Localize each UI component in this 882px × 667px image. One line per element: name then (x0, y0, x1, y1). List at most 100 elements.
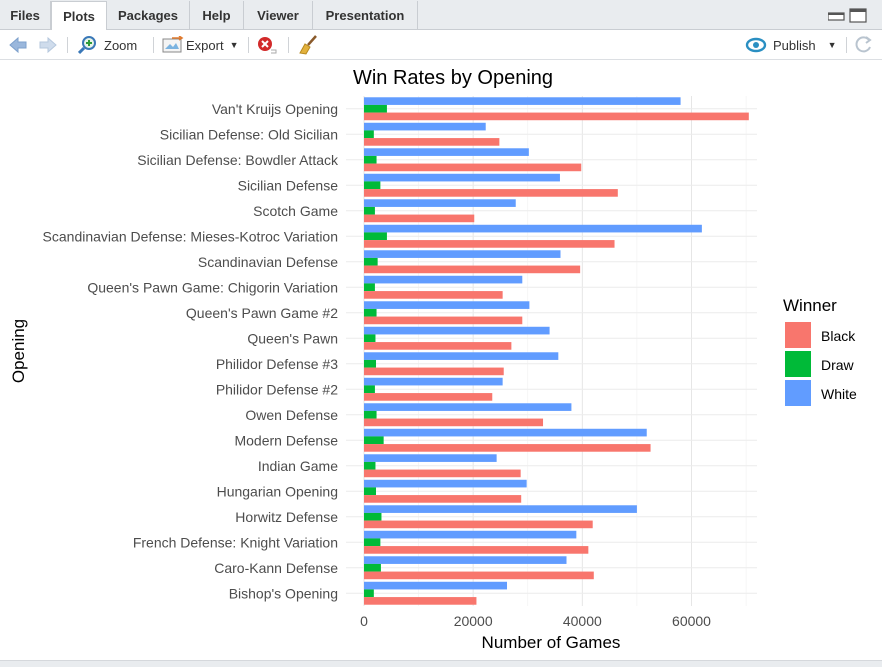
bar-black (364, 291, 503, 299)
legend-key-white (785, 380, 811, 406)
toolbar-separator (288, 37, 289, 53)
bar-white (364, 301, 530, 309)
zoom-button[interactable]: Zoom (78, 30, 137, 60)
y-tick-label: Sicilian Defense (238, 177, 339, 193)
legend-label: White (821, 386, 857, 402)
y-tick-label: Queen's Pawn Game: Chigorin Variation (87, 279, 338, 295)
bar-white (364, 352, 559, 360)
bar-draw (364, 538, 381, 547)
bar-white (364, 403, 572, 411)
toolbar-separator (846, 37, 847, 53)
bar-draw (364, 512, 382, 521)
bar-black (364, 469, 521, 478)
bar-chart: Van't Kruijs Opening Sicilian Defense: Ol… (0, 60, 882, 660)
legend-label: Draw (821, 357, 855, 373)
bar-draw (364, 283, 375, 292)
bar-black (364, 138, 500, 146)
legend-title: Winner (783, 296, 837, 315)
y-tick-label: Caro-Kann Defense (214, 560, 338, 576)
bar-draw (364, 308, 377, 317)
export-button[interactable]: Export ▼ (162, 30, 239, 60)
export-label: Export (186, 37, 224, 53)
bar-draw (364, 589, 374, 598)
maximize-pane-icon[interactable] (849, 8, 867, 23)
tab-files[interactable]: Files (0, 1, 51, 30)
bar-black (364, 214, 475, 223)
bar-white (364, 224, 702, 233)
legend-key-black (785, 322, 811, 348)
bar-black (364, 342, 512, 350)
tab-packages[interactable]: Packages (107, 1, 190, 30)
bar-white (364, 505, 637, 513)
pane-tab-bar: Files Plots Packages Help Viewer Present… (0, 0, 882, 31)
publish-icon (745, 37, 767, 53)
bar-draw (364, 206, 375, 215)
minimize-pane-icon[interactable] (827, 12, 845, 21)
bar-black (364, 495, 522, 503)
chart-legend: Winner Black Draw White (783, 296, 857, 406)
bar-white (364, 275, 523, 284)
refresh-icon (855, 36, 872, 53)
bar-white (364, 556, 567, 564)
pane-bottom-border (0, 660, 882, 667)
bar-white (364, 479, 527, 488)
y-tick-label: Bishop's Opening (229, 585, 338, 601)
publish-button[interactable]: Publish ▼ (745, 30, 837, 60)
chart-title: Win Rates by Opening (353, 67, 553, 89)
y-tick-label: Philidor Defense #3 (216, 356, 338, 372)
bar-black (364, 189, 618, 197)
back-arrow-icon[interactable] (8, 30, 28, 60)
y-tick-label: Scandinavian Defense (198, 254, 338, 270)
bar-black (364, 265, 581, 274)
tab-plots[interactable]: Plots (51, 1, 107, 31)
y-tick-label: Hungarian Opening (217, 483, 338, 499)
y-tick-label: Sicilian Defense: Bowdler Attack (137, 152, 339, 168)
bar-white (364, 148, 529, 156)
bar-draw (364, 487, 377, 496)
bar-white (364, 377, 503, 386)
bar-draw (364, 104, 387, 113)
bar-draw (364, 130, 374, 139)
bar-draw (364, 359, 377, 368)
y-tick-label: Modern Defense (234, 432, 338, 448)
bar-draw (364, 563, 381, 572)
bar-black (364, 240, 615, 248)
bar-white (364, 250, 561, 258)
bar-white (364, 581, 508, 590)
plot-viewer: Van't Kruijs Opening Sicilian Defense: Ol… (0, 60, 882, 660)
bar-white (364, 122, 486, 131)
bar-black (364, 418, 544, 427)
bar-black (364, 112, 749, 121)
clear-all-button[interactable] (297, 30, 319, 60)
bar-white (364, 199, 516, 207)
y-tick-label: Queen's Pawn (247, 330, 338, 346)
bar-draw (364, 436, 384, 445)
caret-down-icon: ▼ (827, 40, 837, 50)
y-tick-label: Indian Game (258, 458, 338, 474)
zoom-label: Zoom (104, 37, 138, 53)
bar-draw (364, 461, 376, 470)
remove-plot-button[interactable] (257, 30, 277, 60)
publish-label: Publish (773, 37, 816, 53)
x-tick-label: 0 (360, 613, 368, 629)
tab-help[interactable]: Help (190, 1, 244, 30)
tab-viewer[interactable]: Viewer (244, 1, 313, 30)
bar-white (364, 428, 647, 437)
bar-black (364, 597, 477, 605)
tab-presentation[interactable]: Presentation (313, 1, 418, 30)
y-axis-title: Opening (9, 319, 28, 383)
bar-black (364, 444, 651, 452)
legend-key-draw (785, 351, 811, 377)
forward-arrow-icon[interactable] (38, 30, 58, 60)
y-tick-label: Horwitz Defense (235, 509, 338, 525)
export-icon (162, 36, 184, 53)
bar-draw (364, 257, 378, 266)
refresh-button[interactable] (854, 30, 874, 60)
bar-draw (364, 232, 387, 241)
bar-black (364, 520, 593, 529)
broom-icon (299, 35, 317, 55)
remove-plot-icon (258, 37, 277, 54)
x-tick-label: 60000 (672, 613, 711, 629)
bar-black (364, 546, 589, 554)
y-tick-label: Scotch Game (253, 203, 338, 219)
